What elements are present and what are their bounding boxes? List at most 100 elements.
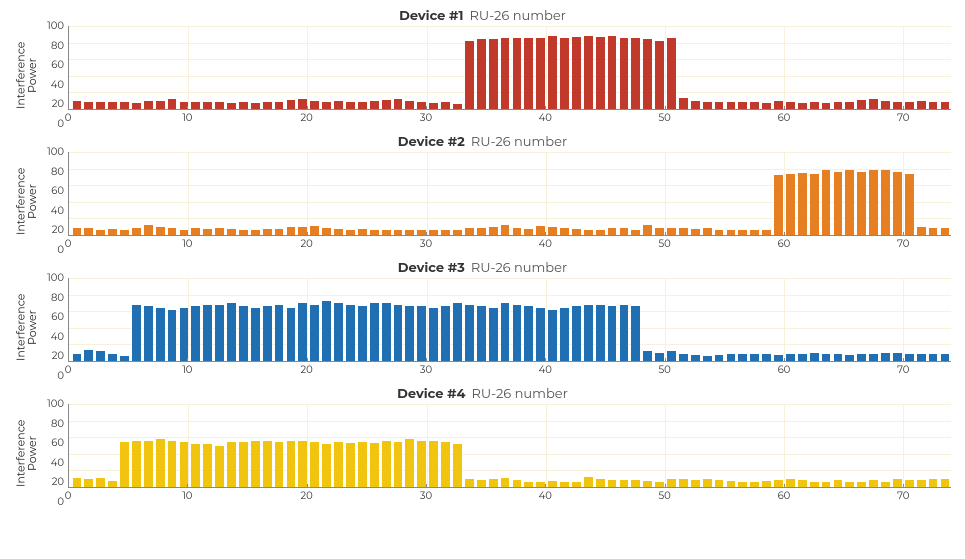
bar-slot	[547, 26, 559, 109]
bar	[501, 38, 510, 109]
bar	[620, 38, 629, 109]
x-tick-mark	[903, 232, 904, 236]
bar-slot	[713, 278, 725, 361]
bar-slot	[725, 152, 737, 235]
bar-slot	[380, 152, 392, 235]
bar-slot	[95, 278, 107, 361]
bar-slot	[404, 152, 416, 235]
bar-slot	[939, 278, 951, 361]
bar-slot	[820, 152, 832, 235]
bar-slot	[868, 404, 880, 487]
bar-slot	[939, 404, 951, 487]
bar	[548, 310, 557, 361]
x-tick-label: 70	[897, 363, 909, 376]
bar	[572, 482, 581, 487]
bar	[536, 482, 545, 487]
bar	[370, 303, 379, 361]
x-tick-label: 10	[182, 363, 192, 376]
x-tick-label: 0	[65, 237, 72, 250]
bar	[346, 305, 355, 361]
bar-slot	[368, 404, 380, 487]
bar-slot	[440, 404, 452, 487]
x-tick-label: 60	[778, 363, 791, 376]
bar-slot	[83, 278, 95, 361]
bar-slot	[428, 278, 440, 361]
bar	[762, 103, 771, 109]
bar-slot	[333, 278, 345, 361]
y-axis-label-line2: Power	[27, 41, 39, 108]
bar-slot	[475, 26, 487, 109]
bar-slot	[903, 278, 915, 361]
bar	[334, 442, 343, 487]
bar	[762, 481, 771, 487]
bar-slot	[333, 404, 345, 487]
bar	[536, 308, 545, 361]
x-tick-mark	[187, 484, 188, 488]
bar	[215, 305, 224, 361]
bar-slot	[654, 404, 666, 487]
bar-slot	[618, 278, 630, 361]
bar-slot	[95, 152, 107, 235]
bar	[346, 443, 355, 487]
bar-slot	[761, 404, 773, 487]
bar-slot	[725, 404, 737, 487]
bar	[132, 441, 141, 487]
bar	[239, 442, 248, 487]
bar-slot	[404, 404, 416, 487]
bar	[168, 228, 177, 235]
bar-slot	[927, 26, 939, 109]
bar	[786, 102, 795, 109]
bar	[513, 480, 522, 487]
x-tick-mark	[903, 358, 904, 362]
bar	[191, 306, 200, 361]
bar-slot	[868, 278, 880, 361]
bar-slot	[130, 278, 142, 361]
bar	[917, 101, 926, 109]
x-tick-label: 50	[658, 111, 670, 124]
bar-slot	[202, 26, 214, 109]
bar	[536, 226, 545, 235]
y-axis-label-line2: Power	[27, 167, 39, 234]
bar	[857, 482, 866, 487]
x-tick-mark	[68, 232, 69, 236]
bar-slot	[297, 152, 309, 235]
bar	[180, 308, 189, 361]
bar-slot	[309, 278, 321, 361]
bar-slot	[475, 404, 487, 487]
bar	[298, 441, 307, 487]
bar-slot	[737, 404, 749, 487]
bar-slot	[309, 26, 321, 109]
bar-slot	[903, 152, 915, 235]
bar-slot	[784, 404, 796, 487]
bar	[572, 306, 581, 361]
bar	[524, 306, 533, 361]
bar-slot	[142, 404, 154, 487]
bar-slot	[808, 152, 820, 235]
bar-slot	[523, 26, 535, 109]
bar	[465, 228, 474, 235]
x-tick-mark	[665, 484, 666, 488]
bar	[453, 104, 462, 109]
bar-slot	[297, 278, 309, 361]
bar-slot	[130, 404, 142, 487]
bar-slot	[214, 26, 226, 109]
y-axis: 100806040200	[40, 404, 68, 502]
bar	[477, 228, 486, 235]
x-axis: 010203040506070	[68, 110, 951, 124]
bar-slot	[344, 404, 356, 487]
bar-slot	[582, 26, 594, 109]
bar	[905, 102, 914, 109]
bar	[750, 102, 759, 109]
bar-slot	[559, 26, 571, 109]
bar-slot	[154, 26, 166, 109]
bar-slot	[321, 278, 333, 361]
bar	[429, 103, 438, 109]
bar-slot	[701, 26, 713, 109]
bar	[881, 482, 890, 487]
bar-slot	[749, 404, 761, 487]
bar-slot	[903, 404, 915, 487]
bar-slot	[285, 278, 297, 361]
x-tick-mark	[545, 106, 546, 110]
bar	[287, 441, 296, 487]
x-tick-mark	[307, 106, 308, 110]
